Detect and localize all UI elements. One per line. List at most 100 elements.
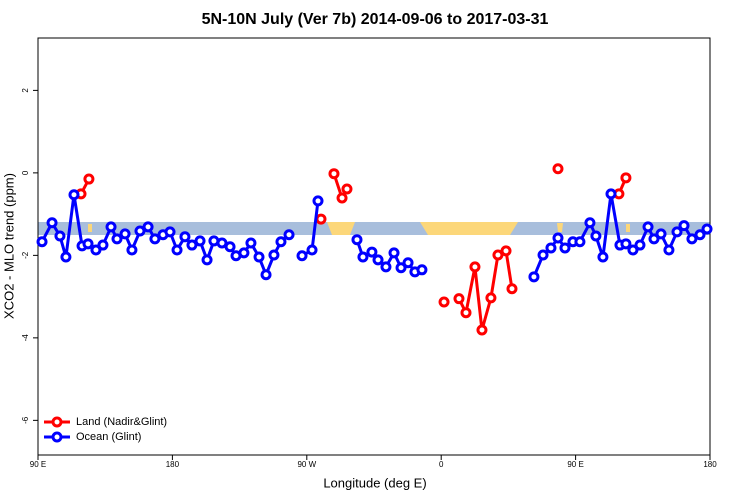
data-point [142,221,154,233]
data-point [460,307,472,319]
data-point [380,261,392,273]
data-point [315,213,327,225]
data-point [686,233,698,245]
land-patch [557,223,563,232]
data-point [620,238,632,250]
land-patch [420,222,518,235]
data-point [194,235,206,247]
data-point [164,226,176,238]
data-point [336,192,348,204]
data-point [648,233,660,245]
data-point [620,172,632,184]
x-tick-label: 90 W [297,460,316,469]
data-point [627,244,639,256]
data-point [372,254,384,266]
data-point [119,228,131,240]
data-point [552,163,564,175]
data-point [83,173,95,185]
data-point [584,217,596,229]
data-point [97,239,109,251]
data-point [46,217,58,229]
data-point [506,283,518,295]
data-point [528,271,540,283]
legend-marker [51,416,63,428]
data-point [366,246,378,258]
data-point [283,229,295,241]
data-point [476,324,488,336]
legend-marker [51,431,63,443]
data-point [395,262,407,274]
band [38,222,710,235]
data-point [663,244,675,256]
data-point [149,233,161,245]
data-point [642,221,654,233]
x-tick-label: 90 E [567,460,583,469]
data-point [678,220,690,232]
background-band [38,222,710,235]
data-point [328,168,340,180]
data-point [388,247,400,259]
data-point [171,244,183,256]
y-axis-label: XCO2 - MLO trend (ppm) [1,173,16,319]
data-point [296,250,308,262]
data-point [90,244,102,256]
land-patch [327,222,355,235]
data-point [559,242,571,254]
data-point [341,183,353,195]
legend-label: Land (Nadir&Glint) [76,416,167,428]
data-point [694,229,706,241]
data-point [82,238,94,250]
data-point [605,188,617,200]
data-point [268,249,280,261]
data-point [36,236,48,248]
y-tick-label: 2 [21,88,30,93]
data-point [402,257,414,269]
legend-label: Ocean (Glint) [76,431,141,443]
data-point [655,228,667,240]
data-point [275,236,287,248]
y-tick-label: -2 [21,251,30,259]
land-patch [626,224,630,232]
plot-frame [37,37,711,456]
land-patch [88,224,92,232]
data-point [111,233,123,245]
y-tick-label: -6 [21,416,30,424]
data-point [671,226,683,238]
data-point [634,239,646,251]
data-point [216,237,228,249]
data-point [574,236,586,248]
data-point [245,237,257,249]
data-point [438,296,450,308]
data-point [357,251,369,263]
data-point [105,221,117,233]
data-point [701,223,713,235]
data-point [552,232,564,244]
data-point [597,251,609,263]
x-tick-label: 90 E [30,460,46,469]
data-point [238,247,250,259]
data-point [134,225,146,237]
data-point [492,249,504,261]
data-point [253,251,265,263]
data-point [224,241,236,253]
data-point [186,239,198,251]
data-point [201,254,213,266]
data-point [60,251,72,263]
data-point [260,269,272,281]
y-tick-label: -4 [21,334,30,342]
data-point [126,244,138,256]
data-point [351,234,363,246]
data-point [416,264,428,276]
data-point [500,245,512,257]
data-point [312,195,324,207]
y-tick-label: 0 [21,170,30,175]
data-point [469,261,481,273]
data-point [306,244,318,256]
data-point [179,231,191,243]
data-point [485,292,497,304]
data-point [537,249,549,261]
data-point [590,230,602,242]
data-point [545,242,557,254]
x-tick-label: 180 [166,460,180,469]
